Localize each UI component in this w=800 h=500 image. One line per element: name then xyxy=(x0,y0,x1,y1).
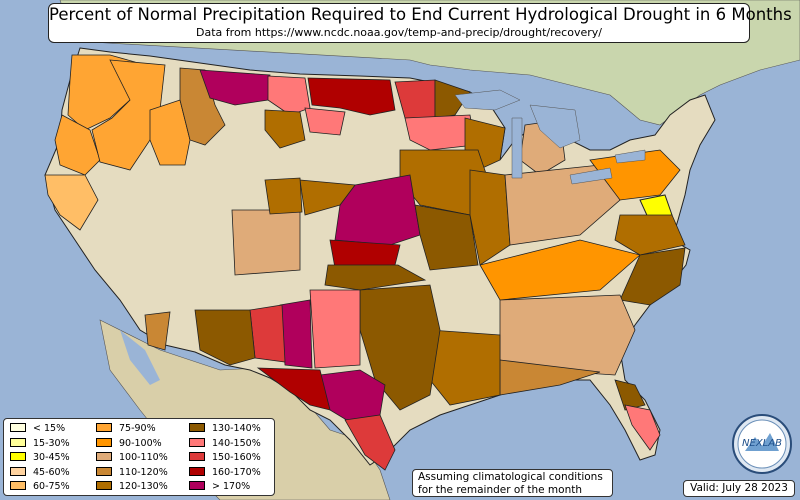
region-montana-north xyxy=(199,69,271,106)
legend-swatch xyxy=(189,437,205,447)
great-lakes xyxy=(454,89,646,185)
legend-swatch xyxy=(189,466,205,476)
region-south-dakota xyxy=(304,107,346,136)
region-indiana-ohio xyxy=(504,164,621,246)
assumption-note-line1: Assuming climatological conditions xyxy=(418,471,603,483)
region-oklahoma-south xyxy=(324,264,427,291)
legend-label: 160-170% xyxy=(212,466,261,478)
legend-label: 120-130% xyxy=(119,481,168,492)
region-new-mexico-east xyxy=(309,289,361,369)
title-box: Percent of Normal Precipitation Required… xyxy=(48,3,792,43)
region-arizona-east xyxy=(194,309,256,366)
legend-swatch xyxy=(189,423,205,432)
legend-swatch xyxy=(189,452,205,461)
legend-item: 160-170% xyxy=(189,466,261,479)
region-pennsylvania-ny xyxy=(589,149,681,201)
region-virginia xyxy=(614,214,686,256)
region-northern-california xyxy=(44,174,99,231)
legend-item: 60-75% xyxy=(10,481,70,493)
legend-swatch xyxy=(96,452,112,461)
region-utah-sw xyxy=(144,311,171,351)
legend-item: 45-60% xyxy=(10,466,70,479)
region-west-texas xyxy=(256,367,331,411)
drought-regions xyxy=(44,54,686,471)
region-minnesota-central xyxy=(404,114,476,151)
legend-label: < 15% xyxy=(33,423,66,434)
assumption-note-line2: for the remainder of the month xyxy=(418,483,583,496)
legend-label: 130-140% xyxy=(212,423,261,434)
nexlab-logo: NEXLAB xyxy=(732,414,792,474)
legend-label: 150-160% xyxy=(212,452,261,463)
legend-item: 140-150% xyxy=(189,437,261,450)
legend-swatch xyxy=(96,437,112,447)
legend-label: 90-100% xyxy=(119,437,162,449)
region-louisiana xyxy=(429,329,501,406)
region-new-mexico-west xyxy=(249,304,286,363)
logo-text: NEXLAB xyxy=(742,438,782,449)
region-montana-east xyxy=(267,75,311,116)
region-wyoming-east xyxy=(264,177,303,215)
region-oregon-interior xyxy=(91,59,166,171)
legend-label: 75-90% xyxy=(119,423,156,434)
gulf-of-california xyxy=(120,330,160,385)
legend-label: 60-75% xyxy=(33,481,70,492)
region-north-dakota xyxy=(307,77,396,116)
legend-item: 15-30% xyxy=(10,437,70,450)
region-florida-north xyxy=(614,379,646,411)
region-florida-south xyxy=(624,404,661,451)
region-carolinas xyxy=(619,247,686,306)
region-kansas-west xyxy=(299,179,356,216)
region-missouri xyxy=(414,204,479,271)
region-east-texas xyxy=(359,284,441,411)
region-illinois xyxy=(469,169,511,266)
region-oklahoma-central xyxy=(329,239,401,269)
map-subtitle: Data from https://www.ncdc.noaa.gov/temp… xyxy=(196,26,602,39)
map-title: Percent of Normal Precipitation Required… xyxy=(49,5,792,24)
legend: < 15% 15-30% 30-45% 45-60% 60-75% 75-90% 90-10… xyxy=(3,418,275,496)
legend-swatch xyxy=(10,466,26,476)
legend-swatch xyxy=(10,452,26,461)
legend-swatch xyxy=(10,437,26,447)
legend-label: > 170% xyxy=(212,481,251,492)
legend-label: 30-45% xyxy=(33,452,70,463)
assumption-note: Assuming climatological conditions for t… xyxy=(412,469,613,497)
valid-date: Valid: July 28 2023 xyxy=(683,480,795,497)
legend-label: 110-120% xyxy=(119,466,168,478)
legend-item: 150-160% xyxy=(189,452,261,464)
legend-item: 130-140% xyxy=(189,423,261,435)
legend-swatch xyxy=(10,423,26,432)
region-kentucky-tennessee xyxy=(479,239,641,301)
region-colorado xyxy=(231,209,301,276)
legend-item: 30-45% xyxy=(10,452,70,464)
legend-swatch xyxy=(96,466,112,476)
legend-item: 100-110% xyxy=(96,452,168,464)
legend-swatch xyxy=(96,481,112,490)
region-montana-central xyxy=(264,109,306,149)
legend-item: 110-120% xyxy=(96,466,168,479)
legend-swatch xyxy=(189,481,205,490)
region-minnesota-north xyxy=(434,79,471,119)
legend-item: > 170% xyxy=(189,481,250,493)
region-south-texas xyxy=(344,414,396,471)
legend-item: 90-100% xyxy=(96,437,162,450)
legend-item: < 15% xyxy=(10,423,65,435)
legend-label: 45-60% xyxy=(33,466,70,478)
legend-swatch xyxy=(10,481,26,490)
legend-item: 120-130% xyxy=(96,481,168,493)
legend-item: 75-90% xyxy=(96,423,156,435)
legend-label: 140-150% xyxy=(212,437,261,449)
legend-swatch xyxy=(96,423,112,432)
legend-label: 15-30% xyxy=(33,437,70,449)
legend-label: 100-110% xyxy=(119,452,168,463)
